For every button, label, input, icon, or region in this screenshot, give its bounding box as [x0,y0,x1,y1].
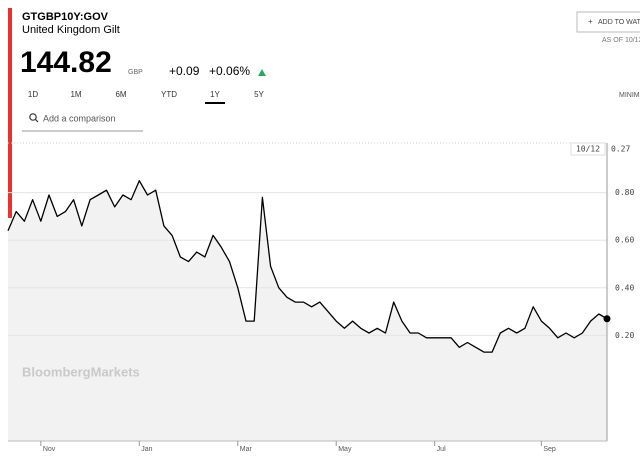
search-icon-handle [35,119,39,123]
accent-bar [8,8,12,218]
search-icon [29,113,37,121]
x-tick-label: May [338,446,352,453]
change-pct: +0.06% [209,64,250,78]
area-fill [8,180,607,383]
y-tick-label: 0.40 [615,283,634,292]
price-line [7,180,608,353]
tab[interactable]: 6M [115,90,126,99]
x-tick-label: Nov [43,446,56,453]
tab[interactable]: 5Y [254,90,264,99]
watermark: BloombergMarkets [22,364,140,379]
currency: GBP [128,69,143,76]
last-date: 10/12 [576,145,600,154]
minimize[interactable]: MINIMI [619,92,640,99]
last-point [603,315,611,323]
tab[interactable]: YTD [161,90,177,99]
y-tick-label: 0.80 [615,188,634,197]
price: 144.82 [20,46,112,79]
watchlist-label: ADD TO WAT [598,19,640,26]
ticker: GTGBP10Y:GOV [22,11,109,23]
watchlist-button[interactable] [576,11,640,33]
x-tick-label: Sep [543,446,556,453]
tab[interactable]: 1D [28,90,38,99]
x-tick-label: Jul [437,446,446,453]
y-tick-label: 0.20 [615,331,634,340]
x-tick-label: Mar [240,446,253,453]
comparison-input[interactable]: Add a comparison [43,113,116,123]
lower-panel [8,383,607,441]
security-name: United Kingdom Gilt [22,24,120,36]
up-arrow [258,69,266,76]
active-tab-underline [205,102,225,104]
date-box [570,142,606,156]
tab[interactable]: 1M [70,90,81,99]
as-of: AS OF 10/12 [602,37,640,44]
last-value: 0.27 [611,145,630,154]
x-tick-label: Jan [141,446,152,453]
tab[interactable]: 1Y [210,90,220,99]
change: +0.09 [169,64,200,78]
y-tick-label: 0.60 [615,236,634,245]
watchlist-plus: + [588,17,593,26]
